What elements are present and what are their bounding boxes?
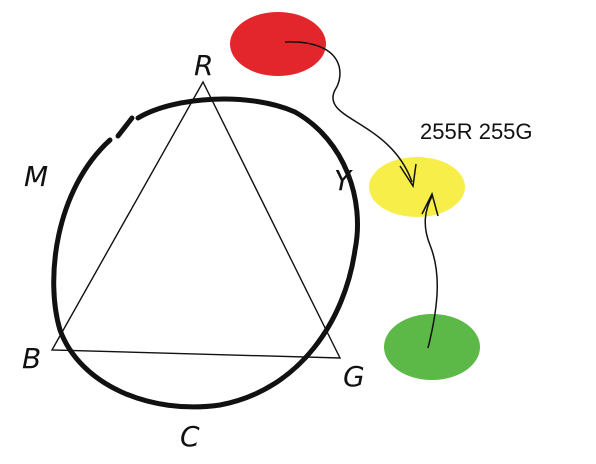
green-ellipse	[384, 314, 480, 380]
label-c: C	[180, 420, 200, 453]
color-wheel-loop	[51, 96, 360, 410]
label-r: R	[194, 49, 213, 82]
green-to-yellow-arrow	[424, 195, 439, 349]
label-g: G	[343, 360, 365, 393]
yellow-ellipse	[369, 157, 465, 217]
red-to-yellow-arrowhead	[399, 163, 417, 189]
label-m: M	[24, 160, 48, 193]
label-b: B	[22, 342, 41, 375]
rgb-triangle	[50, 80, 342, 359]
red-to-yellow-arrow	[284, 41, 413, 183]
red-ellipse	[230, 12, 326, 76]
green-to-yellow-arrowhead	[421, 191, 439, 217]
mix-label: 255R 255G	[420, 119, 533, 144]
label-y: Y	[334, 164, 353, 197]
loop-gap-mark	[115, 115, 135, 139]
